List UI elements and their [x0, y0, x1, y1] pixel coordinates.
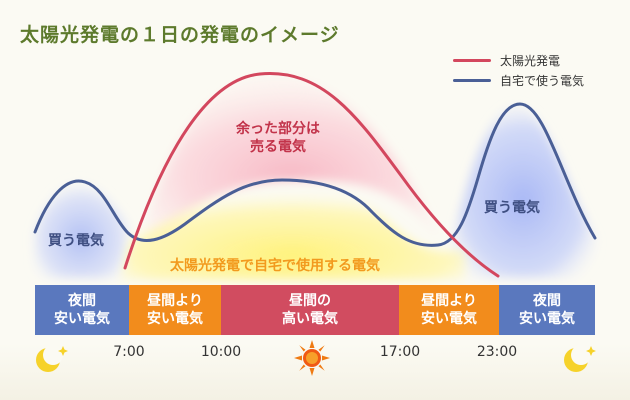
tariff-bands: 夜間 安い電気 昼間より 安い電気 昼間の 高い電気 昼間より 安い電気 夜間 …	[35, 285, 595, 335]
band-night-left: 夜間 安い電気	[35, 285, 129, 335]
band-line2: 安い電気	[421, 311, 477, 327]
legend-line-red-icon	[453, 58, 491, 62]
band-daytime: 昼間の 高い電気	[221, 285, 399, 335]
page-title: 太陽光発電の１日の発電のイメージ	[20, 24, 340, 46]
band-morning: 昼間より 安い電気	[129, 285, 221, 335]
legend-label-usage: 自宅で使う電気	[500, 73, 585, 88]
buy-area-left	[34, 179, 128, 278]
band-line2: 安い電気	[54, 311, 110, 327]
time-label-2300: 23:00	[476, 344, 518, 360]
band-line1: 昼間の	[289, 293, 331, 309]
sell-annotation-line2: 売る電気	[250, 139, 306, 155]
sun-icon	[294, 340, 330, 376]
legend-label-solar: 太陽光発電	[500, 53, 561, 68]
band-line1: 昼間より	[421, 293, 477, 309]
usage-curve	[33, 102, 597, 247]
band-line1: 昼間より	[147, 293, 203, 309]
band-evening: 昼間より 安い電気	[399, 285, 499, 335]
self-use-annotation: 太陽光発電で自宅で使用する電気	[170, 258, 380, 274]
sell-area	[142, 74, 440, 240]
legend-item-solar: 太陽光発電	[453, 51, 560, 69]
sell-annotation: 余った部分は 売る電気	[228, 120, 328, 156]
time-label-1700: 17:00	[379, 344, 421, 360]
band-line2: 高い電気	[282, 311, 338, 327]
legend-line-blue-icon	[453, 78, 491, 82]
time-label-0700: 7:00	[113, 344, 145, 360]
band-line1: 夜間	[68, 293, 96, 309]
moon-star-icon	[36, 345, 68, 372]
self-use-area	[120, 181, 465, 280]
buy-annotation-right: 買う電気	[484, 200, 540, 216]
band-line2: 安い電気	[147, 311, 203, 327]
buy-area-right	[450, 105, 596, 278]
sell-annotation-line1: 余った部分は	[236, 121, 320, 137]
band-night-right: 夜間 安い電気	[499, 285, 595, 335]
legend-item-usage: 自宅で使う電気	[453, 71, 584, 89]
buy-annotation-left: 買う電気	[48, 233, 104, 249]
moon-star-icon	[564, 345, 596, 372]
band-line2: 安い電気	[519, 311, 575, 327]
solar-curve	[123, 72, 500, 278]
time-label-1000: 10:00	[200, 344, 242, 360]
band-line1: 夜間	[533, 293, 561, 309]
